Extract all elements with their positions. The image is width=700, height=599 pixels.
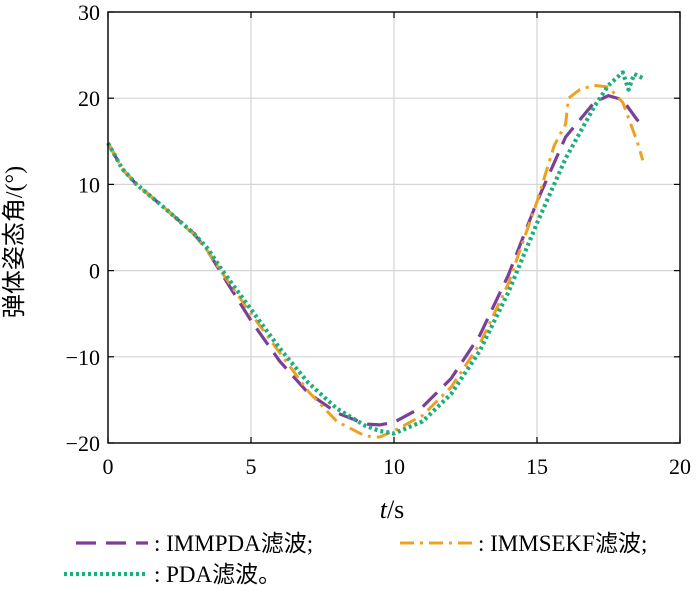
legend-label: : IMMPDA滤波; xyxy=(154,531,313,556)
legend-label: : PDA滤波。 xyxy=(154,562,281,587)
series-line xyxy=(106,83,645,439)
x-axis-label: t/s xyxy=(380,495,405,524)
x-tick-label: 15 xyxy=(526,454,548,479)
y-tick-label: 20 xyxy=(78,86,100,111)
y-tick-label: −20 xyxy=(66,431,100,456)
y-tick-label: 0 xyxy=(89,259,100,284)
y-axis-label: 弹体姿态角/(°) xyxy=(1,166,28,318)
x-tick-label: 10 xyxy=(383,454,405,479)
plot-area: 0 5 10 15 20 −20 −10 0 10 20 30 xyxy=(66,0,691,479)
x-tick-label: 20 xyxy=(669,454,691,479)
legend: : IMMPDA滤波; : IMMSEKF滤波; : PDA滤波。 xyxy=(64,531,647,587)
legend-label: : IMMSEKF滤波; xyxy=(478,531,647,556)
y-tick-label: −10 xyxy=(66,345,100,370)
y-tick-label: 10 xyxy=(78,172,100,197)
x-tick-label: 0 xyxy=(103,454,114,479)
series-line xyxy=(106,94,644,427)
y-tick-label: 30 xyxy=(78,0,100,25)
series-line xyxy=(106,70,644,436)
x-tick-label: 5 xyxy=(246,454,257,479)
